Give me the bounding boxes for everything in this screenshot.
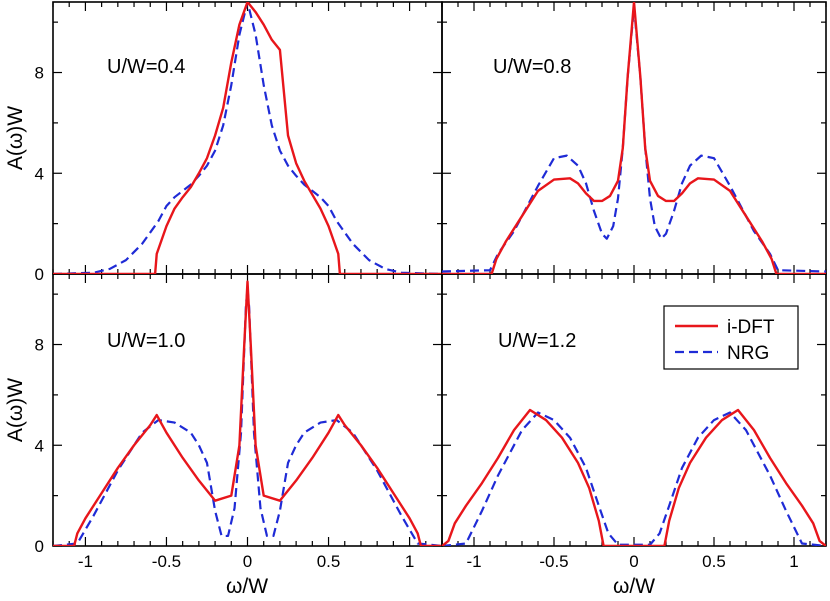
- series-line-nrg-bottom-left: [53, 288, 442, 546]
- series-line-idft-bottom-right: [442, 408, 826, 546]
- panel-label-bottom-left: U/W=1.0: [107, 330, 185, 352]
- panel-top-left: U/W=0.4: [52, 1, 443, 275]
- y-tick-label: 0: [35, 265, 44, 284]
- series-line-nrg-top-right: [442, 5, 826, 273]
- y-axis-label-top: A(ω)W: [4, 106, 27, 170]
- y-tick-label: 0: [35, 537, 44, 556]
- panel-label-top-right: U/W=0.8: [493, 56, 571, 78]
- y-tick-label: 4: [35, 164, 44, 183]
- y-tick-label: 8: [35, 64, 44, 83]
- panel-label-bottom-right: U/W=1.2: [498, 330, 576, 352]
- x-tick-label: -1: [78, 552, 93, 571]
- legend-label-idft: i-DFT: [727, 317, 775, 338]
- legend-label-nrg: NRG: [727, 343, 769, 364]
- legend: i-DFT NRG: [663, 305, 799, 370]
- plot-area-bottom-left: -1 -0.5 0 0.5 1 0 4 8: [35, 274, 443, 571]
- x-tick-label: -0.5: [152, 552, 181, 571]
- x-tick-label: -0.5: [539, 552, 568, 571]
- panel-frame-top-right: [441, 1, 827, 275]
- x-axis-label-left: ω/W: [226, 575, 268, 598]
- series-line-idft-bottom-left: [53, 280, 442, 546]
- x-tick-label: 1: [405, 552, 414, 571]
- plot-area-top-right: [441, 2, 827, 275]
- panel-top-right: U/W=0.8: [441, 1, 827, 275]
- series-line-idft-top-right: [442, 2, 826, 274]
- panel-frame-top-left: [52, 1, 443, 275]
- plot-area-top-left: 0 4 8: [35, 2, 443, 284]
- x-tick-label: 0.5: [702, 552, 726, 571]
- y-axis-label-bottom: A(ω)W: [4, 378, 27, 442]
- x-axis-label-right: ω/W: [613, 575, 655, 598]
- x-tick-label: 0.5: [317, 552, 341, 571]
- series-line-nrg-top-left: [53, 2, 442, 274]
- x-tick-label: 0: [243, 552, 252, 571]
- x-tick-label: -1: [466, 552, 481, 571]
- y-tick-label: 8: [35, 336, 44, 355]
- panel-bottom-left: U/W=1.0: [52, 273, 443, 547]
- series-line-idft-top-left: [53, 2, 442, 274]
- x-tick-label: 1: [789, 552, 798, 571]
- x-tick-label: 0: [629, 552, 638, 571]
- panel-frame-bottom-left: [52, 273, 443, 547]
- legend-box: [663, 305, 799, 370]
- y-tick-label: 4: [35, 436, 44, 455]
- panel-label-top-left: U/W=0.4: [107, 56, 185, 78]
- plot-area-bottom-right: -1 -0.5 0 0.5 1: [441, 274, 827, 571]
- series-line-nrg-bottom-right: [442, 411, 826, 546]
